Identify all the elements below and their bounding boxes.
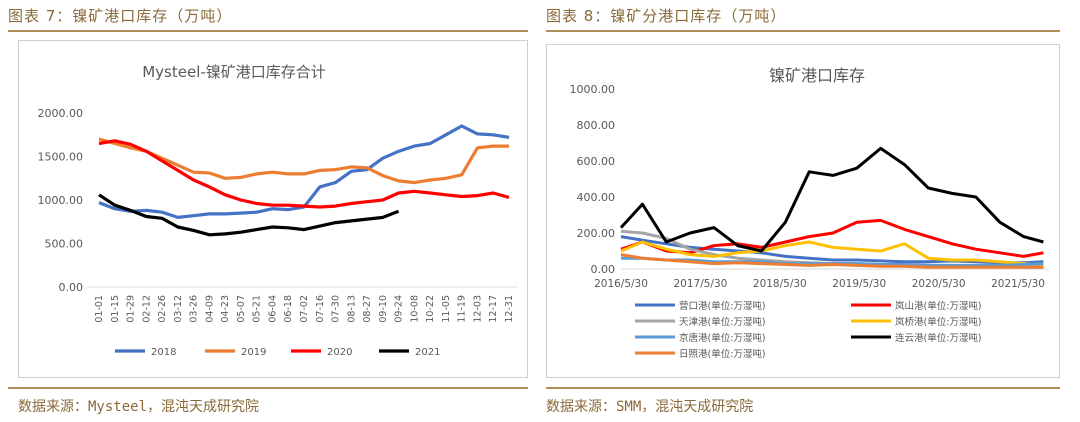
legend-label: 京唐港(单位:万湿吨) <box>679 332 766 344</box>
x-tick-label: 02-26 <box>157 295 168 323</box>
x-tick-label: 01-29 <box>126 295 137 323</box>
series-line <box>619 146 1044 253</box>
series-line <box>620 235 1044 265</box>
x-tick-label: 04-09 <box>204 295 215 323</box>
x-tick-label: 12-17 <box>488 295 499 323</box>
x-tick-label: 2016/5/30 <box>594 278 648 290</box>
y-tick-label: 0.00 <box>59 281 84 294</box>
x-tick-label: 05-07 <box>236 295 247 323</box>
series-line-2021 <box>98 193 400 237</box>
chart-right-svg: 镍矿港口库存 0.00 200.00 400.00 600.00 800.00 1000.0… <box>570 66 1049 360</box>
chart-panel-left: Mysteel-镍矿港口库存合计 0.00 500.00 1000.00 1500.00… <box>18 40 528 378</box>
x-tick-label: 2020/5/30 <box>912 278 966 290</box>
divider-bottom-left <box>8 387 528 389</box>
x-tick-label: 10-08 <box>409 295 420 323</box>
chart-title: Mysteel-镍矿港口库存合计 <box>142 63 326 81</box>
x-tick-label: 06-18 <box>283 295 294 323</box>
source-right: 数据来源：SMM，混沌天成研究院 <box>546 399 754 415</box>
legend-label: 2019 <box>241 347 266 358</box>
legend-label: 2021 <box>415 347 440 358</box>
y-tick-label: 1000.00 <box>570 83 616 96</box>
x-tick-label: 05-21 <box>252 295 263 323</box>
y-tick-label: 2000.00 <box>38 107 84 120</box>
y-tick-label: 600.00 <box>577 155 616 168</box>
x-tick-label: 11-05 <box>441 295 452 323</box>
y-tick-label: 1000.00 <box>38 194 84 207</box>
x-tick-label: 11-19 <box>457 295 468 323</box>
legend-label: 日照港(单位:万湿吨) <box>679 348 766 360</box>
legend-label: 2020 <box>327 347 352 358</box>
x-tick-label: 2018/5/30 <box>753 278 807 290</box>
y-tick-label: 800.00 <box>577 119 616 132</box>
y-tick-label: 1500.00 <box>38 151 84 164</box>
x-tick-label: 03-26 <box>189 295 200 323</box>
x-tick-label: 07-02 <box>299 295 310 323</box>
x-tick-label: 01-15 <box>110 295 121 323</box>
x-tick-label: 2017/5/30 <box>673 278 727 290</box>
y-tick-label: 0.00 <box>591 263 616 276</box>
chart-title: 镍矿港口库存 <box>769 66 865 85</box>
series-line <box>620 253 1044 269</box>
figure-7-title: 图表 7：镍矿港口库存（万吨） <box>8 7 233 25</box>
x-tick-label: 08-27 <box>362 295 373 323</box>
x-tick-label: 07-16 <box>315 295 326 323</box>
x-tick-label: 10-22 <box>425 295 436 323</box>
legend-label: 营口港(单位:万湿吨) <box>679 300 766 312</box>
divider-top-left <box>8 30 528 32</box>
chart-left-svg: Mysteel-镍矿港口库存合计 0.00 500.00 1000.00 1500.00… <box>38 63 517 358</box>
divider-top-right <box>546 30 1060 32</box>
legend-label: 天津港(单位:万湿吨) <box>679 316 766 328</box>
y-tick-label: 500.00 <box>45 238 84 251</box>
legend-label: 连云港(单位:万湿吨) <box>895 332 982 344</box>
x-tick-label: 2021/5/30 <box>991 278 1045 290</box>
x-tick-label: 12-03 <box>472 295 483 323</box>
x-tick-label: 03-12 <box>173 295 184 323</box>
divider-bottom-right <box>546 387 1060 389</box>
legend-label: 岚桥港(单位:万湿吨) <box>895 316 982 328</box>
series-line <box>620 218 1044 258</box>
x-tick-label: 09-10 <box>378 295 389 323</box>
x-tick-label: 07-30 <box>331 295 342 323</box>
series-line <box>620 240 1044 267</box>
source-left: 数据来源：Mysteel，混沌天成研究院 <box>18 399 260 415</box>
x-tick-label: 09-24 <box>394 295 405 323</box>
y-tick-label: 200.00 <box>577 227 616 240</box>
x-tick-label: 2019/5/30 <box>832 278 886 290</box>
y-tick-label: 400.00 <box>577 191 616 204</box>
x-tick-label: 12-31 <box>504 295 515 323</box>
legend-label: 岚山港(单位:万湿吨) <box>895 300 982 312</box>
x-tick-label: 04-23 <box>220 295 231 323</box>
chart-panel-right: 镍矿港口库存 0.00 200.00 400.00 600.00 800.00 1000.0… <box>546 44 1060 378</box>
series-line-2019 <box>98 137 509 185</box>
x-tick-label: 06-04 <box>267 295 278 323</box>
legend-label: 2018 <box>151 347 176 358</box>
series-line-2020 <box>98 139 510 209</box>
series-line-2018 <box>98 124 510 219</box>
x-tick-label: 08-13 <box>346 295 357 323</box>
x-tick-label: 01-01 <box>94 295 105 323</box>
x-tick-label: 02-12 <box>141 295 152 323</box>
figure-8-title: 图表 8：镍矿分港口库存（万吨） <box>546 7 787 25</box>
